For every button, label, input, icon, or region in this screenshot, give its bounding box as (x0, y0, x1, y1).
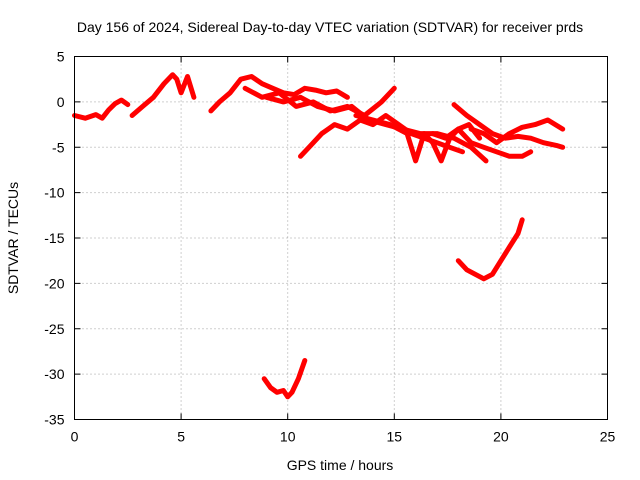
y-tick-label: -20 (44, 275, 64, 291)
series-track-9 (451, 102, 566, 150)
y-tick-label: -35 (44, 412, 64, 428)
grid (74, 56, 608, 420)
axis-ticks: 0 5 10 15 20 25 5 0 -5 -10 -15 -20 -25 -30 -35 (44, 49, 615, 445)
y-tick-label: -15 (44, 230, 64, 246)
x-tick-label: 15 (387, 429, 403, 445)
x-axis-title: GPS time / hours (287, 457, 394, 473)
series-track-1 (72, 97, 131, 121)
series-track-8 (430, 126, 534, 159)
x-tick-label: 5 (177, 429, 185, 445)
plot-series (72, 72, 566, 400)
y-tick-label: -25 (44, 321, 64, 337)
y-tick-label: -30 (44, 366, 64, 382)
y-tick-label: -5 (52, 139, 65, 155)
chart-title: Day 156 of 2024, Sidereal Day-to-day VTE… (77, 19, 583, 35)
series-track-10 (468, 117, 566, 146)
y-tick-label: 0 (57, 94, 65, 110)
series-track-12 (261, 358, 308, 400)
series-track-11 (455, 217, 525, 282)
series-track-2 (129, 72, 197, 118)
y-tick-label: 5 (57, 49, 65, 65)
y-axis-title: SDTVAR / TECUs (5, 182, 21, 294)
x-tick-label: 0 (71, 429, 79, 445)
x-tick-label: 10 (280, 429, 296, 445)
x-tick-label: 20 (493, 429, 509, 445)
x-tick-label: 25 (600, 429, 616, 445)
y-tick-label: -10 (44, 185, 64, 201)
